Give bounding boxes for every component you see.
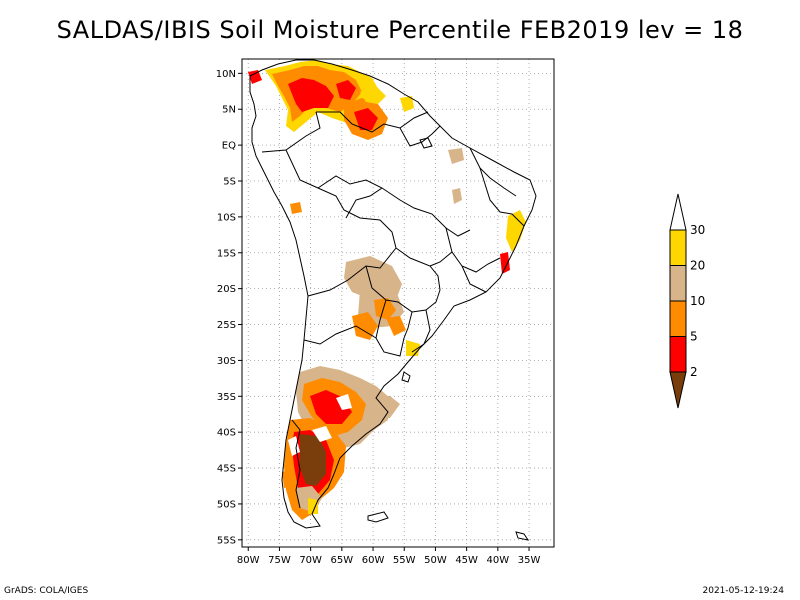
- plot-border: [241, 58, 555, 548]
- colorbar-level-label: 20: [690, 259, 705, 273]
- longitude-axis: 80W 75W 70W 65W 60W 55W 50W 45W 40W 35W: [237, 547, 541, 566]
- lat-tick-label: 45S: [217, 464, 236, 475]
- lon-tick-label: 50W: [424, 555, 447, 566]
- colorbar-segment: [669, 265, 687, 302]
- lon-tick-label: 75W: [268, 555, 291, 566]
- lon-tick-label: 65W: [331, 555, 354, 566]
- lon-tick-label: 70W: [299, 555, 322, 566]
- footer-credit: GrADS: COLA/IGES: [4, 586, 89, 596]
- lon-tick-label: 45W: [455, 555, 478, 566]
- lon-tick-label: 40W: [487, 555, 510, 566]
- footer-timestamp: 2021-05-12-19:24: [702, 586, 785, 596]
- colorbar-level-label: 10: [690, 294, 705, 308]
- colorbar-bottom-arrow: [669, 371, 687, 409]
- colorbar: 30 20 10 5 2: [669, 193, 705, 409]
- colorbar-segment: [669, 229, 687, 266]
- lat-tick-label: 55S: [217, 535, 236, 546]
- lat-tick-label: 30S: [217, 356, 236, 367]
- continent-outline: [249, 59, 537, 541]
- colorbar-top-arrow: [669, 193, 687, 231]
- lat-tick-label: 10S: [217, 212, 236, 223]
- lon-tick-label: 55W: [393, 555, 416, 566]
- lon-tick-label: 35W: [518, 555, 541, 566]
- lat-tick-label: 20S: [217, 284, 236, 295]
- map-title: SALDAS/IBIS Soil Moisture Percentile FEB…: [56, 16, 744, 44]
- colorbar-level-label: 5: [690, 330, 698, 344]
- lat-tick-label: 35S: [217, 392, 236, 403]
- lat-tick-label: 40S: [217, 428, 236, 439]
- lat-tick-label: 25S: [217, 320, 236, 331]
- lat-tick-label: 10N: [216, 69, 236, 80]
- lat-tick-label: 15S: [217, 248, 236, 259]
- lat-tick-label: 5S: [223, 177, 236, 188]
- lat-tick-label: EQ: [222, 141, 236, 152]
- latitude-axis: 10N 5N EQ 5S 10S 15S 20S 25S 30S 35S 40S 45S 50S 55S: [216, 69, 242, 546]
- colorbar-segment: [669, 300, 687, 337]
- lon-tick-label: 60W: [362, 555, 385, 566]
- lat-tick-label: 5N: [222, 105, 236, 116]
- lat-tick-label: 50S: [217, 499, 236, 510]
- soil-moisture-shading: [248, 60, 526, 520]
- lon-tick-label: 80W: [237, 555, 260, 566]
- colorbar-level-label: 2: [690, 365, 698, 379]
- colorbar-segment: [669, 336, 687, 373]
- colorbar-level-label: 30: [690, 223, 705, 237]
